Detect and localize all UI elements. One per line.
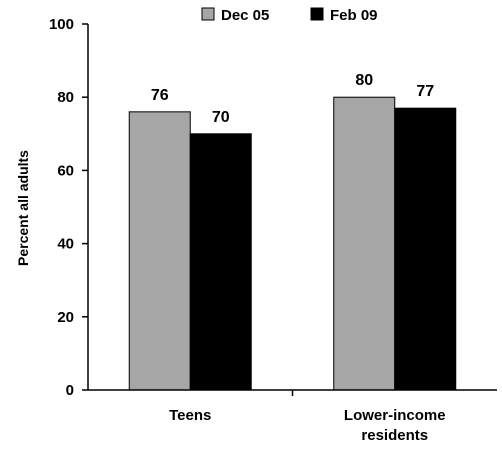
legend-label: Feb 09: [330, 7, 378, 24]
bar-dec-05-0: [128, 111, 191, 391]
bar-feb-09-0: [189, 133, 252, 391]
legend-swatch: [310, 7, 324, 21]
x-category-label: residents: [361, 427, 428, 444]
x-axis: Teens Lower-income residents: [88, 389, 497, 444]
bar-feb-09-1: [394, 107, 457, 391]
legend-label: Dec 05: [221, 7, 269, 24]
data-label: 70: [212, 109, 230, 126]
data-label: 76: [151, 87, 169, 104]
legend: Dec 05 Feb 09: [201, 7, 378, 24]
data-label: 80: [355, 72, 373, 89]
y-tick-label: 40: [57, 236, 74, 253]
y-tick-label: 80: [57, 89, 74, 106]
y-tick-label: 60: [57, 162, 74, 179]
y-tick-label: 20: [57, 309, 74, 326]
x-category-label: Lower-income: [344, 407, 446, 424]
bar-dec-05-1: [333, 96, 396, 391]
y-tick-label: 100: [49, 16, 74, 33]
y-tick-label: 0: [66, 382, 74, 399]
y-axis: 0 20 40 60 80 100: [49, 16, 89, 399]
data-label: 77: [416, 83, 434, 100]
x-category-label: Teens: [169, 407, 211, 424]
y-axis-label: Percent all adults: [15, 150, 31, 266]
legend-swatch: [201, 7, 215, 21]
bars: 76 70 80 77: [128, 72, 457, 391]
